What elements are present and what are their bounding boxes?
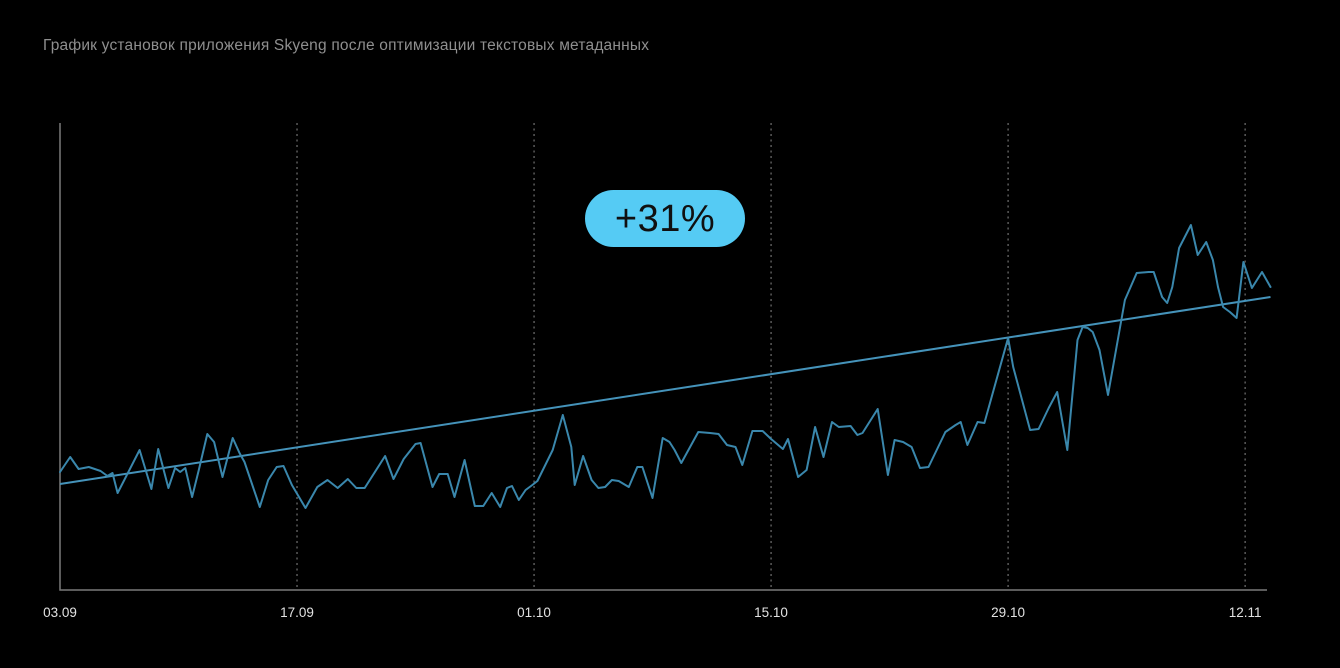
axes xyxy=(59,123,1267,591)
x-tick-label: 15.10 xyxy=(754,605,788,620)
x-tick-label: 29.10 xyxy=(991,605,1025,620)
trend-line xyxy=(59,296,1271,485)
x-tick-label: 17.09 xyxy=(280,605,314,620)
x-tick-labels: 03.09 17.09 01.10 15.10 29.10 12.11 xyxy=(43,605,1261,620)
chart-title: График установок приложения Skyeng после… xyxy=(43,37,650,54)
date-gridlines xyxy=(296,123,1246,590)
x-tick-label: 01.10 xyxy=(517,605,551,620)
x-tick-label: 03.09 xyxy=(43,605,77,620)
growth-badge: +31% xyxy=(585,190,745,247)
x-tick-label: 12.11 xyxy=(1229,605,1262,620)
installs-line xyxy=(59,224,1272,509)
growth-badge-label: +31% xyxy=(614,197,716,240)
